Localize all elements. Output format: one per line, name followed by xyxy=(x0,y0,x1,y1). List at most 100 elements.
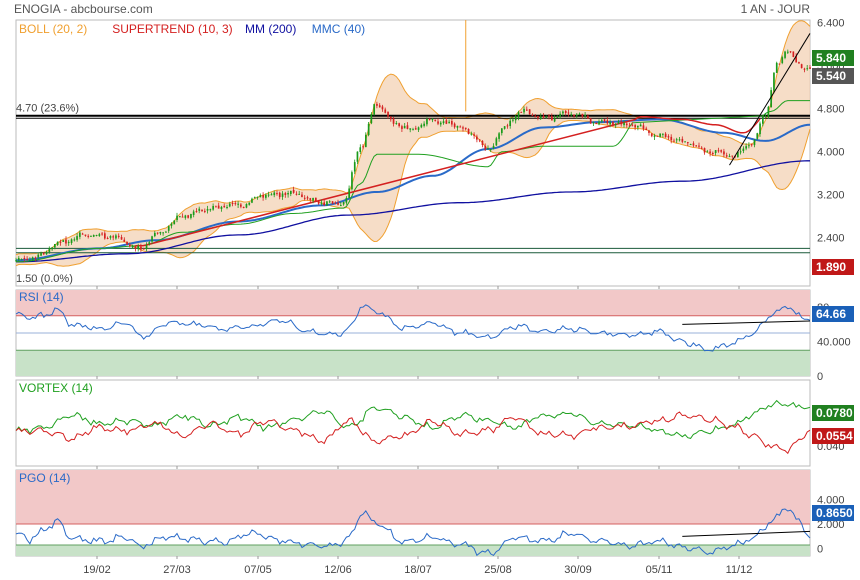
candle-body xyxy=(598,121,600,125)
candle-body xyxy=(750,144,753,146)
candle-body xyxy=(76,236,78,240)
candle-body xyxy=(767,106,770,117)
candle-body xyxy=(356,151,359,162)
candle-body xyxy=(154,232,156,237)
candle-body xyxy=(695,145,697,147)
candle-body xyxy=(240,204,242,207)
rsi-badge-text: 64.66 xyxy=(816,307,846,321)
x-tick-label: 27/03 xyxy=(163,564,191,576)
candle-body xyxy=(359,147,362,152)
candle-body xyxy=(120,237,123,240)
candle-body xyxy=(17,258,20,261)
x-tick-label: 30/09 xyxy=(564,564,592,576)
period-label[interactable]: 1 AN - JOUR xyxy=(741,2,811,16)
candle-body xyxy=(517,112,520,118)
candle-body xyxy=(773,72,775,91)
candle-body xyxy=(800,64,803,68)
rsi-y-tick: 40.000 xyxy=(817,337,851,349)
candle-body xyxy=(687,142,689,144)
candle-body xyxy=(242,207,245,208)
candle-body xyxy=(503,126,506,129)
candle-body xyxy=(73,239,76,241)
price-y-tick: 4.000 xyxy=(817,147,845,159)
candle-body xyxy=(362,146,364,148)
rsi-legend: RSI (14) xyxy=(19,290,64,304)
candle-body xyxy=(578,113,581,115)
candle-body xyxy=(670,136,673,141)
candle-body xyxy=(537,116,539,119)
candle-body xyxy=(514,116,517,121)
candle-body xyxy=(653,135,656,137)
candle-body xyxy=(648,130,650,133)
candle-body xyxy=(764,116,767,117)
candle-body xyxy=(92,235,95,237)
candle-body xyxy=(759,123,761,135)
chart-title: ENOGIA - abcbourse.com xyxy=(14,2,153,16)
vortex-plus-badge xyxy=(812,405,854,421)
candle-body xyxy=(623,122,625,126)
vortex-legend: VORTEX (14) xyxy=(19,381,93,395)
candle-body xyxy=(634,125,636,128)
price-badge xyxy=(812,68,854,84)
candle-body xyxy=(659,133,661,137)
candle-body xyxy=(70,239,73,243)
candle-body xyxy=(650,133,653,137)
candle-body xyxy=(739,151,742,153)
candle-body xyxy=(198,208,201,211)
candle-body xyxy=(725,155,728,157)
candle-body xyxy=(431,118,434,121)
legend-mmc: MMC (40) xyxy=(312,22,365,36)
candle-body xyxy=(667,136,670,138)
candle-body xyxy=(798,62,800,64)
candle-body xyxy=(401,126,403,129)
candle-body xyxy=(337,202,339,205)
candle-body xyxy=(545,116,548,118)
candle-body xyxy=(556,115,559,118)
candle-body xyxy=(90,235,92,237)
pgo-badge-text: 0.8650 xyxy=(816,506,853,520)
candle-body xyxy=(409,128,412,130)
rsi-trendline xyxy=(682,320,811,325)
candle-body xyxy=(603,119,606,122)
vortex-minus-badge xyxy=(812,428,854,444)
candle-body xyxy=(706,151,709,153)
candle-body xyxy=(559,113,561,117)
legend-supertrend: SUPERTREND (10, 3) xyxy=(112,22,232,36)
x-tick-label: 19/02 xyxy=(83,564,111,576)
candle-body xyxy=(542,116,545,118)
candle-body xyxy=(184,215,187,218)
candle-body xyxy=(37,254,40,258)
price-y-tick: 3.200 xyxy=(817,190,845,202)
candle-body xyxy=(512,119,514,121)
candle-body xyxy=(664,133,667,138)
candle-body xyxy=(256,196,259,198)
candle-body xyxy=(345,197,348,203)
candle-body xyxy=(384,109,387,113)
candle-body xyxy=(478,139,481,141)
candle-body xyxy=(606,120,609,124)
candle-body xyxy=(464,127,467,130)
x-tick-label: 11/12 xyxy=(726,564,753,576)
candle-body xyxy=(67,241,70,243)
candle-body xyxy=(675,139,678,141)
candle-body xyxy=(595,123,598,125)
candle-body xyxy=(453,123,456,128)
candle-body xyxy=(190,214,192,218)
candle-body xyxy=(703,148,706,153)
candle-body xyxy=(251,198,253,203)
candle-body xyxy=(223,205,226,208)
candle-body xyxy=(589,118,592,124)
candle-body xyxy=(745,146,747,149)
candle-body xyxy=(315,197,317,202)
candle-body xyxy=(376,103,378,106)
candle-body xyxy=(123,239,126,242)
candle-body xyxy=(637,125,639,128)
pgo-y-tick: 4.000 xyxy=(817,495,845,507)
candle-body xyxy=(267,194,270,196)
candle-body xyxy=(609,122,611,125)
candle-body xyxy=(403,126,406,129)
candle-body xyxy=(365,134,367,148)
candle-body xyxy=(692,143,695,146)
fibonacci-level-label: 1.50 (0.0%) xyxy=(16,273,73,285)
